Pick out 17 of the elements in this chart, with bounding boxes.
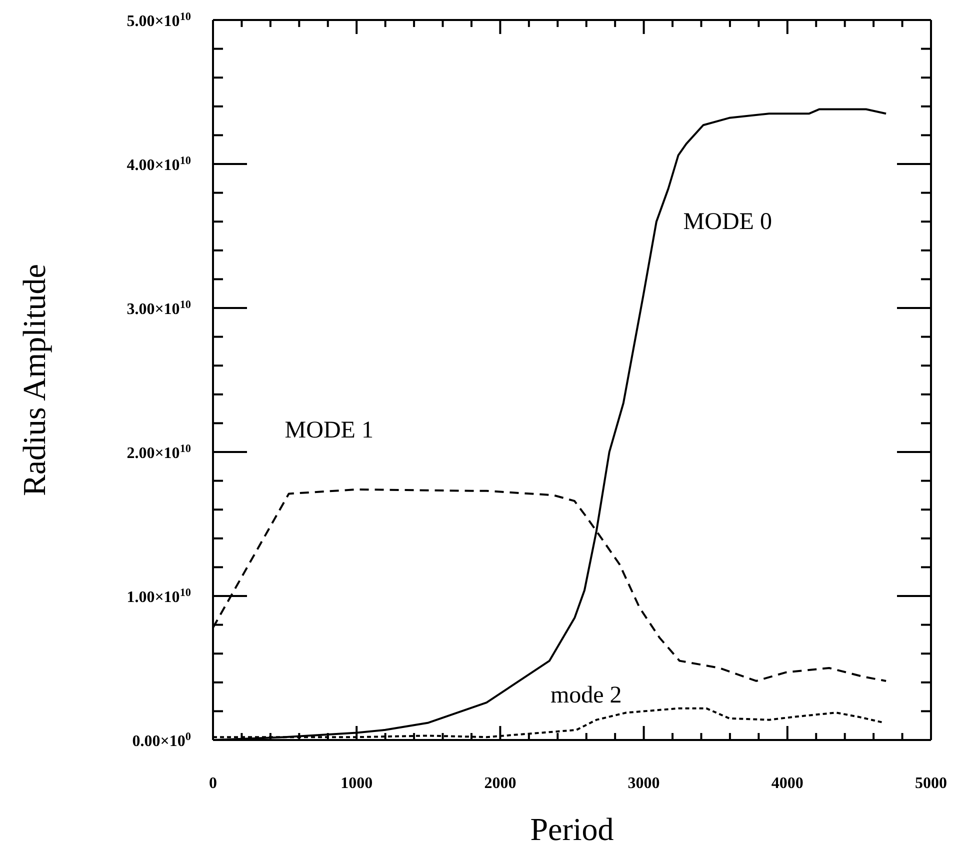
- y-tick-label: 1.00×10$^{10}$: [126, 587, 192, 606]
- x-tick-label: 2000: [484, 775, 516, 792]
- series-label: mode 2: [550, 682, 622, 709]
- y-tick-label: 4.00×10$^{10}$: [126, 155, 192, 174]
- y-tick-label: 2.00×10$^{10}$: [126, 443, 192, 462]
- y-tick-label: 0.00×10$^{0}$: [132, 731, 192, 750]
- series-label: MODE 0: [683, 208, 772, 235]
- y-tick-label: 3.00×10$^{10}$: [126, 299, 192, 318]
- x-tick-label: 0: [209, 775, 217, 792]
- x-axis-title: Period: [530, 811, 614, 847]
- y-axis-title: Radius Amplitude: [16, 264, 52, 496]
- x-tick-label: 3000: [628, 775, 660, 792]
- x-tick-label: 1000: [340, 775, 373, 792]
- x-tick-label: 5000: [915, 775, 947, 792]
- x-tick-label: 4000: [771, 775, 804, 792]
- y-tick-label: 5.00×10$^{10}$: [126, 11, 192, 30]
- series-label: MODE 1: [284, 418, 374, 444]
